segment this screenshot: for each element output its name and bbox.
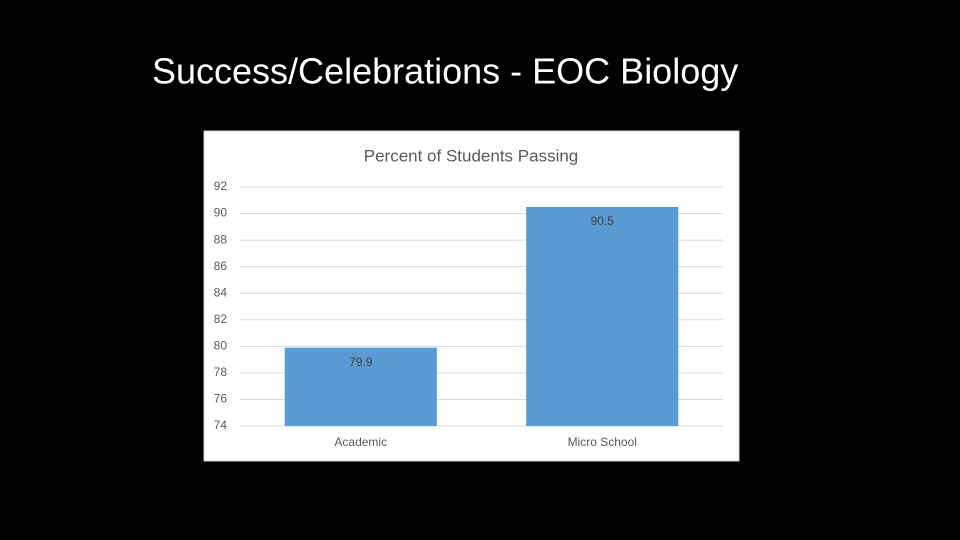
y-tick-label: 78 <box>214 365 228 379</box>
y-tick-label: 82 <box>214 312 228 326</box>
y-tick-label: 88 <box>214 232 228 246</box>
y-tick-label: 92 <box>214 179 228 193</box>
y-tick-label: 90 <box>214 206 228 220</box>
data-label: 90.5 <box>591 214 615 228</box>
bar <box>526 206 679 426</box>
x-tick-label: Academic <box>334 435 387 449</box>
data-label: 79.9 <box>349 355 373 369</box>
chart-title: Percent of Students Passing <box>364 146 579 165</box>
x-tick-label: Micro School <box>568 435 637 449</box>
y-tick-label: 80 <box>214 339 228 353</box>
slide-title: Success/Celebrations - EOC Biology <box>152 51 738 92</box>
bar <box>284 347 437 426</box>
y-tick-label: 74 <box>214 418 228 432</box>
y-tick-label: 76 <box>214 392 228 406</box>
y-tick-label: 86 <box>214 259 228 273</box>
y-tick-label: 84 <box>214 285 228 299</box>
